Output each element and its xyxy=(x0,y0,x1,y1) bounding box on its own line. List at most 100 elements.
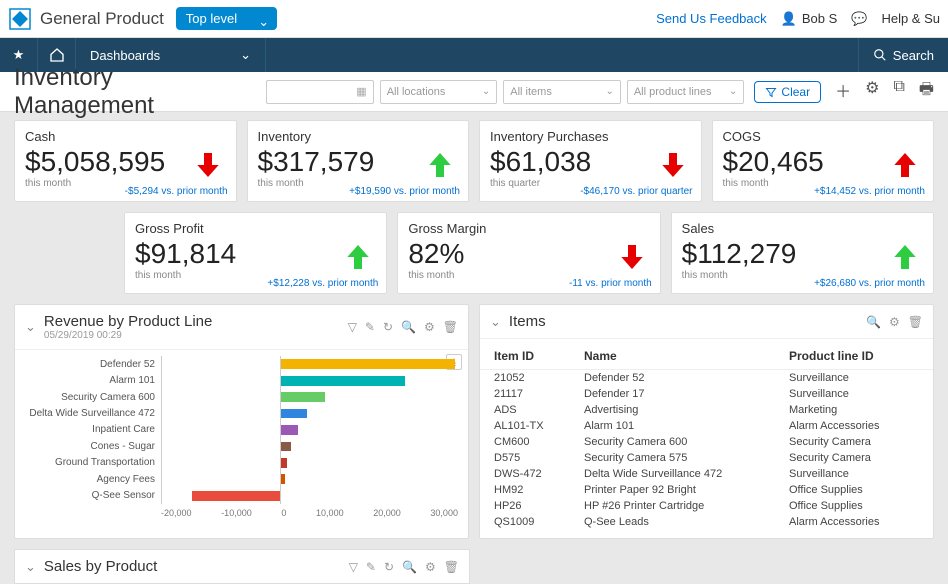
chart-x-tick: 10,000 xyxy=(316,508,344,524)
kpi-card[interactable]: Inventory Purchases $61,038 this quarter… xyxy=(479,120,702,202)
chart-bar[interactable] xyxy=(280,425,298,435)
settings-icon[interactable]: ⚙ xyxy=(424,320,435,334)
collapse-icon[interactable]: ⌄ xyxy=(25,319,36,335)
items-panel-title: Items xyxy=(509,313,546,330)
add-icon[interactable]: ＋ xyxy=(835,78,851,105)
items-filter[interactable]: All items ⌄ xyxy=(503,80,621,104)
kpi-card[interactable]: COGS $20,465 this month +$14,452 vs. pri… xyxy=(712,120,935,202)
edit-icon[interactable]: ✎ xyxy=(365,320,375,334)
table-row[interactable]: QS1009Q-See LeadsAlarm Accessories xyxy=(480,514,933,530)
search-icon[interactable]: 🔍 xyxy=(402,560,417,574)
chart-bar[interactable] xyxy=(280,392,324,402)
revenue-panel-timestamp: 05/29/2019 00:29 xyxy=(44,330,212,341)
cell-item-id: CM600 xyxy=(494,436,584,448)
chart-x-tick: -10,000 xyxy=(221,508,252,524)
cell-product-line: Surveillance xyxy=(789,372,919,384)
settings-icon[interactable]: ⚙ xyxy=(425,560,436,574)
user-menu[interactable]: 👤 Bob S xyxy=(781,11,838,27)
cell-name: Alarm 101 xyxy=(584,420,789,432)
chart-y-label: Delta Wide Surveillance 472 xyxy=(21,408,155,419)
level-selector[interactable]: Top level ⌄ xyxy=(176,7,277,30)
table-row[interactable]: AL101-TXAlarm 101Alarm Accessories xyxy=(480,418,933,434)
table-row[interactable]: D575Security Camera 575Security Camera xyxy=(480,450,933,466)
table-row[interactable]: DWS-472Delta Wide Surveillance 472Survei… xyxy=(480,466,933,482)
kpi-card[interactable]: Gross Margin 82% this month -11 vs. prio… xyxy=(397,212,660,294)
chevron-down-icon: ⌄ xyxy=(482,86,490,97)
chart-bar[interactable] xyxy=(192,491,281,501)
delete-icon[interactable]: 🗑 xyxy=(443,320,458,334)
chat-icon[interactable]: 💬 xyxy=(851,11,867,27)
kpi-card[interactable]: Sales $112,279 this month +$26,680 vs. p… xyxy=(671,212,934,294)
col-product-line[interactable]: Product line ID xyxy=(789,349,919,363)
feedback-link[interactable]: Send Us Feedback xyxy=(656,11,767,26)
chart-bar[interactable] xyxy=(280,442,291,452)
chart-y-label: Security Camera 600 xyxy=(21,392,155,403)
help-link[interactable]: Help & Su xyxy=(881,11,940,26)
cell-product-line: Marketing xyxy=(789,404,919,416)
chart-bar[interactable] xyxy=(280,359,455,369)
sales-panel: ⌄ Sales by Product ▽ ✎ ↻ 🔍 ⚙ 🗑 xyxy=(14,549,470,584)
kpi-card[interactable]: Inventory $317,579 this month +$19,590 v… xyxy=(247,120,470,202)
chart-bar[interactable] xyxy=(280,458,287,468)
arrow-up-icon xyxy=(889,241,921,273)
chevron-down-icon: ⌄ xyxy=(258,14,269,30)
chart-bar[interactable] xyxy=(280,376,404,386)
refresh-icon[interactable]: ↻ xyxy=(383,320,393,334)
cell-product-line: Alarm Accessories xyxy=(789,516,919,528)
refresh-icon[interactable]: ↻ xyxy=(384,560,394,574)
arrow-down-icon xyxy=(657,149,689,181)
table-row[interactable]: HM92Printer Paper 92 BrightOffice Suppli… xyxy=(480,482,933,498)
items-placeholder: All items xyxy=(510,86,552,98)
search-label: Search xyxy=(893,48,934,63)
col-item-id[interactable]: Item ID xyxy=(494,349,584,363)
items-header-row: Item ID Name Product line ID xyxy=(480,343,933,370)
col-name[interactable]: Name xyxy=(584,349,789,363)
cell-name: Q-See Leads xyxy=(584,516,789,528)
filter-icon[interactable]: ▽ xyxy=(348,320,357,334)
delete-icon[interactable]: 🗑 xyxy=(444,560,459,574)
table-row[interactable]: ADSAdvertisingMarketing xyxy=(480,402,933,418)
table-row[interactable]: 21052Defender 52Surveillance xyxy=(480,370,933,386)
kpi-title: Gross Margin xyxy=(408,221,649,236)
edit-icon[interactable]: ✎ xyxy=(366,560,376,574)
settings-icon[interactable]: ⚙ xyxy=(889,315,900,329)
kpi-card[interactable]: Gross Profit $91,814 this month +$12,228… xyxy=(124,212,387,294)
collapse-icon[interactable]: ⌄ xyxy=(25,559,36,575)
product-lines-filter[interactable]: All product lines⌄ xyxy=(627,80,745,104)
copy-icon[interactable]: ⧉ xyxy=(893,78,904,105)
kpi-title: COGS xyxy=(723,129,924,144)
brand-name: General Product xyxy=(40,9,164,29)
delete-icon[interactable]: 🗑 xyxy=(908,315,923,329)
sales-panel-title: Sales by Product xyxy=(44,558,157,575)
user-name: Bob S xyxy=(802,11,837,26)
items-panel: ⌄ Items 🔍 ⚙ 🗑 Item ID Name Product line … xyxy=(479,304,934,539)
calendar-icon: ▦ xyxy=(356,85,366,98)
kpi-title: Inventory xyxy=(258,129,459,144)
search-icon[interactable]: 🔍 xyxy=(401,320,416,334)
cell-item-id: 21052 xyxy=(494,372,584,384)
table-row[interactable]: HP26HP #26 Printer CartridgeOffice Suppl… xyxy=(480,498,933,514)
cell-name: Defender 52 xyxy=(584,372,789,384)
clear-button[interactable]: Clear xyxy=(754,81,821,103)
collapse-icon[interactable]: ⌄ xyxy=(490,314,501,330)
print-icon[interactable]: 🖶 xyxy=(919,78,934,105)
table-row[interactable]: 21117Defender 17Surveillance xyxy=(480,386,933,402)
kpi-card[interactable]: Cash $5,058,595 this month -$5,294 vs. p… xyxy=(14,120,237,202)
revenue-panel: ⌄ Revenue by Product Line 05/29/2019 00:… xyxy=(14,304,469,539)
cell-product-line: Alarm Accessories xyxy=(789,420,919,432)
chart-x-tick: -20,000 xyxy=(161,508,192,524)
search-icon[interactable]: 🔍 xyxy=(866,315,881,329)
date-filter[interactable]: ▦ xyxy=(266,80,374,104)
chevron-down-icon: ⌄ xyxy=(240,47,251,63)
chart-y-label: Agency Fees xyxy=(21,474,155,485)
chart-bar[interactable] xyxy=(280,409,307,419)
search-button[interactable]: Search xyxy=(858,38,948,72)
filter-icon[interactable]: ▽ xyxy=(349,560,358,574)
table-row[interactable]: CM600Security Camera 600Security Camera xyxy=(480,434,933,450)
settings-icon[interactable]: ⚙ xyxy=(865,78,879,105)
cell-item-id: AL101-TX xyxy=(494,420,584,432)
kpi-title: Sales xyxy=(682,221,923,236)
chevron-down-icon: ⌄ xyxy=(605,86,613,97)
locations-filter[interactable]: All locations⌄ xyxy=(380,80,498,104)
chart-y-label: Ground Transportation xyxy=(21,457,155,468)
